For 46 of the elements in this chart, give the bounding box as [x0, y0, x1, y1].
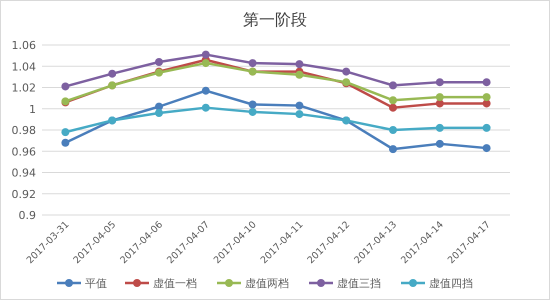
point — [295, 102, 304, 110]
point — [248, 100, 257, 108]
point — [389, 81, 397, 90]
legend-label: 虚值三挡 — [337, 277, 381, 290]
point — [248, 59, 257, 68]
y-tick-label: 0.9 — [18, 209, 36, 222]
chart-title: 第一阶段 — [243, 10, 307, 29]
point — [202, 59, 210, 68]
point — [295, 70, 304, 79]
y-tick-label: 0.94 — [12, 166, 36, 180]
point — [248, 108, 257, 116]
point — [108, 70, 116, 78]
point — [61, 138, 70, 147]
point — [61, 128, 70, 136]
y-tick-label: 1.02 — [12, 82, 36, 94]
point — [482, 78, 491, 86]
legend-label: 虚值两档 — [245, 277, 289, 290]
point — [342, 68, 350, 76]
legend-label: 虚值四挡 — [429, 277, 473, 290]
point — [61, 82, 70, 90]
y-tick-label: 0.98 — [12, 124, 36, 137]
y-tick-label: 0.92 — [12, 188, 36, 201]
point — [436, 140, 444, 148]
point — [389, 126, 397, 134]
y-tick-label: 1 — [29, 102, 36, 116]
point — [436, 124, 444, 132]
point — [202, 86, 210, 95]
y-tick-label: 1.04 — [12, 60, 36, 74]
point — [155, 58, 163, 66]
point — [436, 78, 444, 86]
point — [155, 109, 163, 117]
y-tick-label: 0.96 — [12, 145, 36, 158]
point — [202, 50, 210, 59]
point — [389, 96, 397, 104]
legend-label: 虚值一档 — [153, 277, 197, 290]
point — [202, 104, 210, 112]
point — [482, 93, 491, 102]
point — [482, 124, 491, 132]
point — [482, 144, 491, 152]
point — [436, 93, 444, 102]
point — [295, 60, 304, 68]
y-tick-label: 1.06 — [12, 39, 36, 52]
legend-label: 平值 — [85, 277, 107, 290]
point — [389, 145, 397, 154]
point — [295, 110, 304, 118]
point — [389, 104, 397, 112]
